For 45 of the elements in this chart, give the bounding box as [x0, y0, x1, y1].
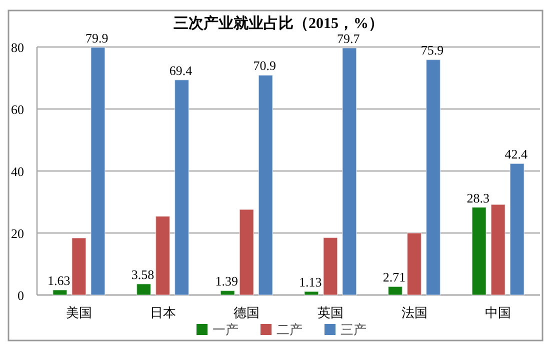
y-tick-label: 20 [11, 226, 24, 241]
y-tick-label: 60 [11, 102, 24, 117]
x-tick-label: 美国 [66, 305, 92, 320]
bar [323, 237, 338, 296]
bar [220, 290, 235, 296]
x-tick-label: 法国 [401, 305, 428, 320]
data-label: 2.71 [382, 270, 406, 285]
bar [52, 290, 68, 296]
data-label: 1.13 [299, 274, 322, 290]
bar [426, 59, 441, 296]
data-label: 75.9 [420, 42, 444, 58]
data-label: 70.9 [253, 58, 276, 74]
y-tick-label: 40 [11, 164, 24, 179]
chart-title: 三次产业就业占比（2015，%） [174, 15, 384, 32]
legend-label: 二产 [276, 322, 302, 337]
data-label: 3.58 [131, 266, 154, 282]
bar [136, 284, 152, 296]
bar [155, 216, 170, 296]
bar [342, 48, 357, 296]
y-tick-label: 0 [18, 288, 24, 303]
bar [406, 232, 422, 296]
bar [510, 163, 524, 296]
bar [239, 209, 254, 296]
data-label: 28.3 [466, 190, 490, 206]
data-label: 42.4 [504, 146, 528, 162]
bar [304, 291, 319, 296]
x-tick-label: 德国 [234, 305, 260, 320]
legend-label: 一产 [212, 322, 238, 337]
bar [472, 206, 486, 296]
y-tick-label: 80 [11, 40, 24, 55]
data-label: 79.7 [337, 30, 360, 46]
x-tick-label: 日本 [150, 305, 176, 320]
x-tick-label: 英国 [317, 305, 344, 320]
bar [90, 46, 106, 296]
data-label: 69.4 [169, 62, 193, 78]
data-label: 79.9 [86, 30, 108, 46]
bar [72, 238, 86, 296]
bar [174, 79, 190, 296]
bar [490, 204, 506, 296]
data-label: 1.63 [48, 272, 70, 288]
bar [258, 74, 273, 296]
bar [388, 286, 403, 296]
legend-label: 三产 [340, 322, 366, 337]
data-label: 1.39 [215, 274, 238, 289]
x-tick-label: 中国 [485, 305, 512, 320]
